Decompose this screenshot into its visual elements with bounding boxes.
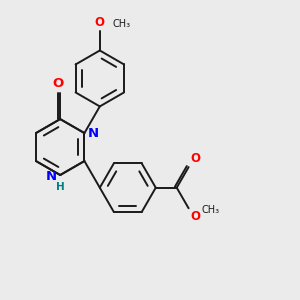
Text: CH₃: CH₃ — [202, 205, 220, 215]
Text: O: O — [190, 152, 200, 165]
Text: CH₃: CH₃ — [112, 19, 130, 28]
Text: N: N — [46, 170, 57, 183]
Text: O: O — [190, 210, 200, 223]
Text: H: H — [56, 182, 65, 192]
Text: O: O — [52, 76, 64, 90]
Text: O: O — [95, 16, 105, 28]
Text: N: N — [88, 127, 99, 140]
